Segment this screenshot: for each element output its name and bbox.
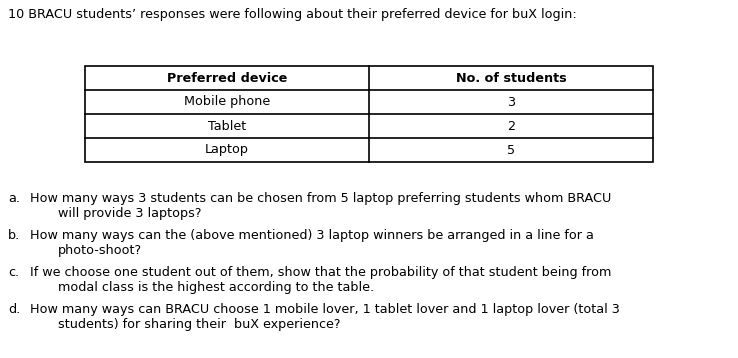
Text: Mobile phone: Mobile phone (184, 96, 270, 108)
Text: No. of students: No. of students (456, 72, 566, 84)
Text: a.: a. (8, 192, 20, 205)
Text: Tablet: Tablet (208, 120, 246, 132)
Text: How many ways 3 students can be chosen from 5 laptop preferring students whom BR: How many ways 3 students can be chosen f… (30, 192, 611, 205)
Text: d.: d. (8, 303, 20, 316)
Text: photo-shoot?: photo-shoot? (58, 244, 142, 257)
Text: modal class is the highest according to the table.: modal class is the highest according to … (58, 281, 374, 294)
Text: How many ways can the (above mentioned) 3 laptop winners be arranged in a line f: How many ways can the (above mentioned) … (30, 229, 594, 242)
Text: 10 BRACU students’ responses were following about their preferred device for buX: 10 BRACU students’ responses were follow… (8, 8, 577, 21)
Text: Laptop: Laptop (205, 144, 249, 156)
Text: 3: 3 (507, 96, 515, 108)
Text: c.: c. (8, 266, 19, 279)
Text: If we choose one student out of them, show that the probability of that student : If we choose one student out of them, sh… (30, 266, 611, 279)
Bar (85, 66, 653, 162)
Text: students) for sharing their  buX experience?: students) for sharing their buX experien… (58, 318, 340, 331)
Text: How many ways can BRACU choose 1 mobile lover, 1 tablet lover and 1 laptop lover: How many ways can BRACU choose 1 mobile … (30, 303, 620, 316)
Text: 5: 5 (507, 144, 515, 156)
Text: Preferred device: Preferred device (167, 72, 287, 84)
Text: will provide 3 laptops?: will provide 3 laptops? (58, 207, 201, 220)
Text: b.: b. (8, 229, 20, 242)
Text: 2: 2 (507, 120, 515, 132)
